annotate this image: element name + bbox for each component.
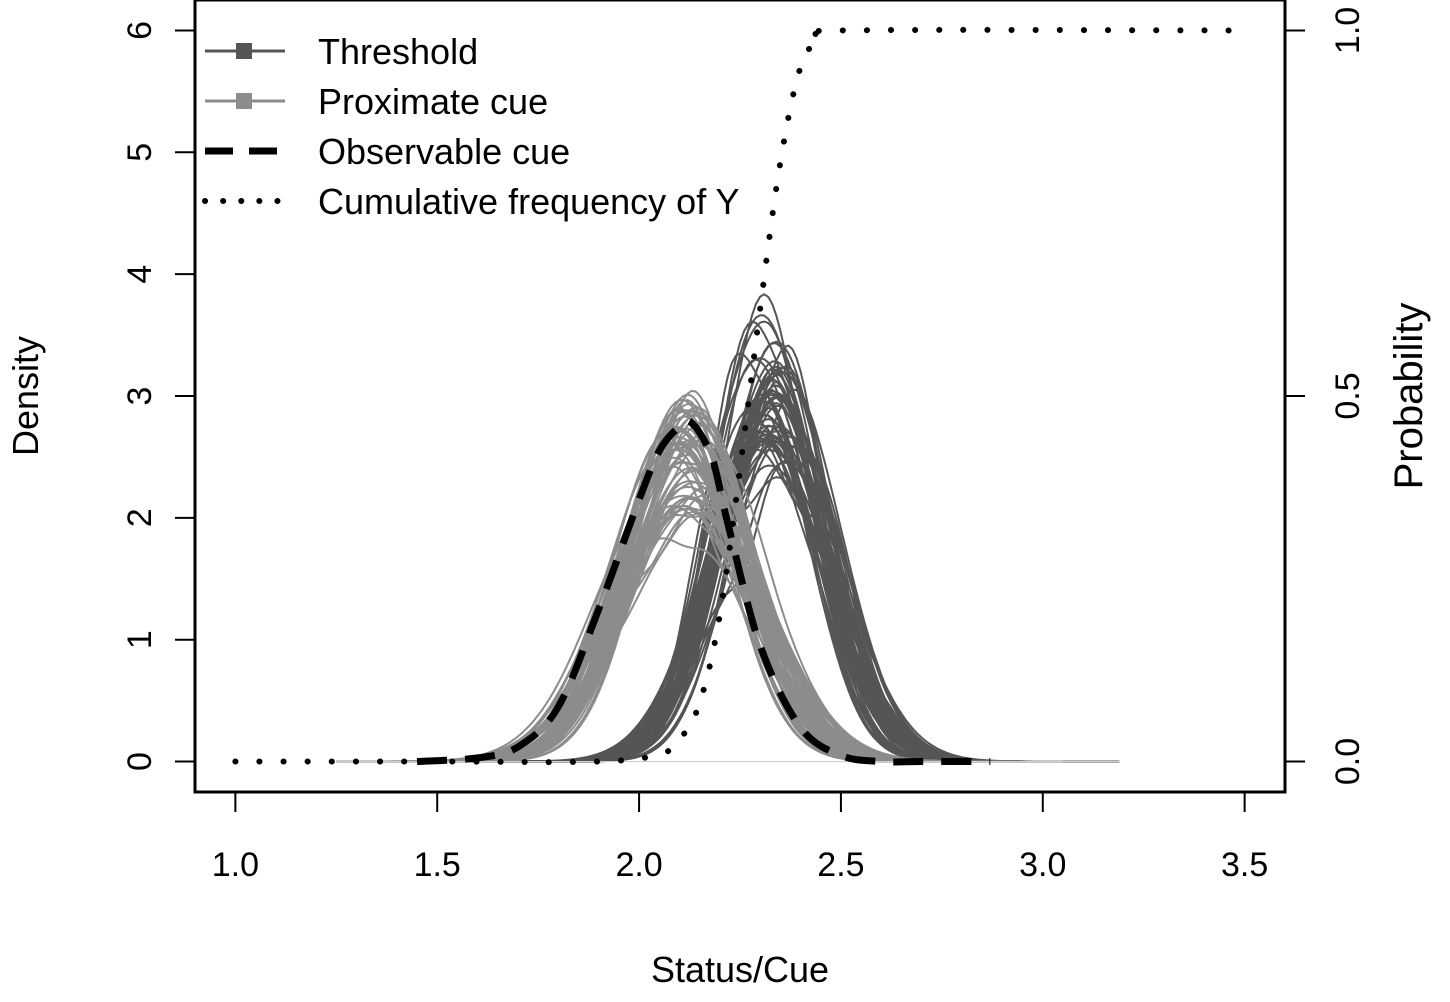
y-axis-right: 0.0 0.5 1.0 [1285, 7, 1367, 785]
y-left-tick-label: 2 [121, 508, 159, 527]
legend-proximate-label: Proximate cue [318, 81, 548, 122]
legend: Threshold Proximate cue Observable cue C… [202, 31, 740, 222]
y-left-tick-label: 3 [121, 387, 159, 406]
x-tick-label: 3.5 [1221, 846, 1268, 884]
threshold-replicate-line [336, 390, 1120, 763]
x-tick-label: 1.0 [212, 846, 259, 884]
legend-cumulative-label: Cumulative frequency of Y [318, 181, 740, 222]
y-left-tick-label: 4 [121, 265, 159, 284]
x-tick-label: 2.5 [817, 846, 864, 884]
legend-proximate-square [236, 93, 252, 109]
y-left-tick-label: 0 [121, 752, 159, 771]
legend-threshold-square [236, 43, 252, 59]
x-tick-label: 3.0 [1019, 846, 1066, 884]
x-tick-label: 1.5 [414, 846, 461, 884]
x-axis-title: Status/Cue [651, 949, 829, 990]
y-left-tick-label: 5 [121, 143, 159, 162]
legend-observable-label: Observable cue [318, 131, 570, 172]
y-axis-left: 0 1 2 3 4 5 6 [121, 21, 195, 771]
y-right-tick-label: 1.0 [1329, 7, 1367, 54]
x-tick-label: 2.0 [615, 846, 662, 884]
y-left-tick-label: 6 [121, 21, 159, 40]
x-axis: 1.0 1.5 2.0 2.5 3.0 3.5 [212, 791, 1268, 884]
legend-threshold-label: Threshold [318, 31, 478, 72]
y-axis-left-title: Density [5, 336, 46, 456]
y-right-tick-label: 0.0 [1329, 738, 1367, 785]
observable-cue-series [416, 416, 991, 766]
observable-cue-line [416, 416, 991, 766]
y-axis-right-title: Probability [1387, 303, 1431, 490]
y-right-tick-label: 0.5 [1329, 372, 1367, 419]
y-left-tick-label: 1 [121, 630, 159, 649]
